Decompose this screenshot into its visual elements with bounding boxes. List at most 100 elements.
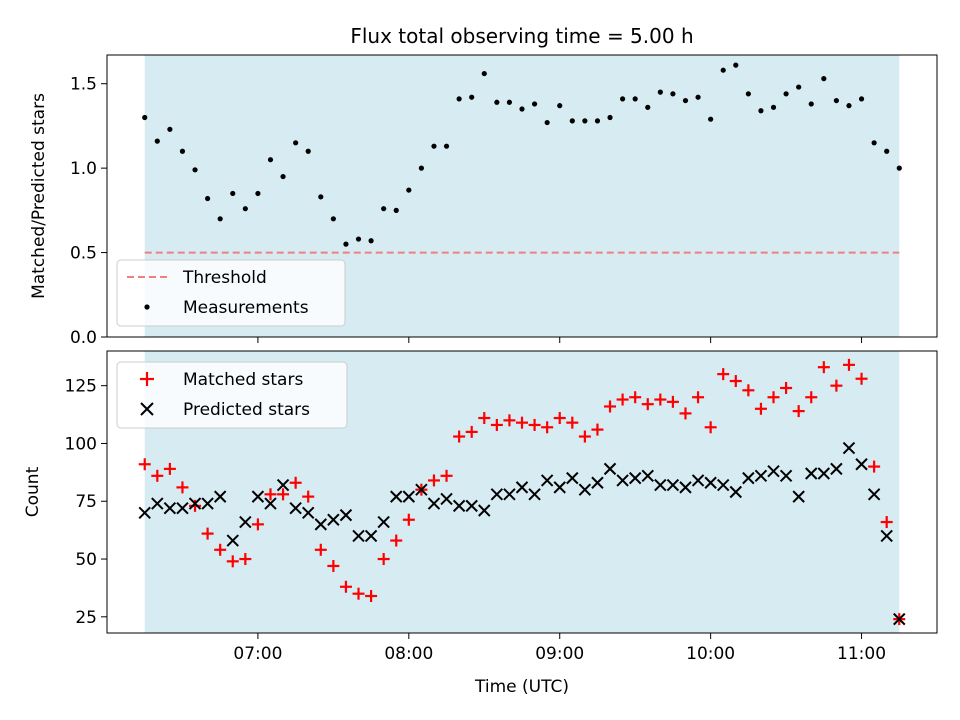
predicted-star-point: [339, 508, 353, 522]
measurement-point: [368, 238, 374, 244]
bottom-plot-frame: [106, 350, 938, 634]
predicted-star-point: [138, 506, 151, 520]
x-tick-label: 09:00: [535, 644, 584, 664]
measurement-point: [280, 173, 286, 180]
measurement-point: [418, 165, 424, 171]
predicted-star-point: [666, 478, 680, 492]
predicted-star-point: [490, 488, 504, 501]
predicted-star-point: [452, 499, 466, 513]
predicted-star-point: [377, 515, 390, 529]
matched-star-point: [239, 553, 252, 566]
matched-star-point: [528, 418, 541, 431]
predicted-star-point: [478, 504, 491, 517]
measurement-point: [645, 104, 651, 110]
predicted-star-point: [163, 501, 177, 515]
predicted-legend-swatch: [140, 402, 154, 416]
predicted-star-point: [415, 483, 428, 496]
matched-star-point: [465, 425, 478, 438]
predicted-star-point: [390, 490, 403, 503]
predicted-star-point: [754, 469, 768, 483]
matched-star-point: [654, 393, 667, 406]
predicted-star-point: [201, 497, 214, 510]
bottom-legend: Matched stars Predicted stars: [116, 361, 348, 429]
measurement-point: [544, 119, 550, 126]
bottom-legend-box: [116, 361, 348, 429]
matched-star-point: [490, 418, 503, 431]
matched-star-point: [377, 553, 390, 566]
predicted-star-point: [691, 474, 705, 487]
top-panel: 0.0 0.5 1.0 1.5 Flux total observing time =…: [29, 24, 938, 348]
measurement-point: [330, 216, 336, 222]
predicted-legend-label: Predicted stars: [183, 400, 310, 420]
measurement-point: [783, 91, 789, 97]
matched-star-point: [478, 412, 491, 425]
bottom-x-axis-ticks: 07:00 08:00 09:00 10:00 11:00: [233, 633, 886, 664]
predicted-star-point: [226, 534, 239, 547]
predicted-star-point: [779, 469, 793, 483]
measurement-point: [381, 206, 387, 212]
matched-star-point: [780, 381, 793, 394]
measurement-point: [884, 148, 890, 154]
predicted-star-point: [276, 478, 290, 492]
matched-star-point: [440, 469, 453, 482]
predicted-star-point: [213, 490, 227, 503]
measurement-point: [594, 118, 601, 124]
predicted-star-point: [515, 481, 529, 494]
predicted-star-point: [364, 529, 378, 543]
measurement-point: [858, 96, 865, 102]
matched-star-point: [251, 518, 264, 531]
matched-star-point: [717, 368, 730, 381]
matched-star-point: [151, 469, 164, 482]
predicted-star-point: [893, 612, 906, 626]
matched-star-point: [226, 555, 239, 568]
measurement-point: [343, 241, 349, 247]
predicted-star-point: [176, 501, 189, 515]
matched-star-point: [289, 476, 302, 489]
bottom-y-axis-label: Count: [23, 466, 43, 517]
predicted-star-point: [151, 497, 164, 510]
x-tick-label: 11:00: [837, 644, 886, 664]
predicted-star-point: [440, 492, 453, 506]
predicted-star-point: [503, 488, 516, 501]
predicted-star-point: [427, 497, 441, 510]
measurement-point: [167, 126, 173, 132]
predicted-star-point: [327, 513, 340, 526]
matched-star-point: [553, 412, 566, 425]
measurement-point: [720, 67, 726, 73]
predicted-star-point: [679, 481, 692, 494]
matched-star-point: [805, 391, 818, 404]
matched-star-point: [277, 488, 290, 501]
measurement-point: [708, 116, 714, 122]
measurement-point: [481, 70, 487, 77]
measurement-point: [192, 167, 198, 173]
predicted-star-point: [264, 497, 277, 510]
matched-star-point: [729, 375, 742, 388]
measurement-point: [569, 118, 575, 124]
matched-star-point: [830, 379, 843, 392]
matched-star-point: [880, 516, 893, 529]
top-plot-frame: [106, 54, 938, 338]
measurement-point: [896, 165, 902, 171]
matched-star-point: [453, 430, 466, 443]
measurement-point: [305, 148, 311, 154]
matched-star-point: [352, 587, 365, 600]
matched-star-point: [516, 416, 528, 429]
measurements-legend-label: Measurements: [183, 298, 309, 318]
top-y-tick-label: 0.0: [70, 328, 97, 348]
matched-star-point: [163, 462, 176, 475]
matched-star-point: [641, 398, 654, 411]
matched-star-point: [767, 391, 780, 404]
matched-star-point: [365, 590, 378, 603]
bottom-y-tick-label: 125: [65, 377, 97, 397]
top-y-axis-ticks: 0.0 0.5 1.0 1.5: [70, 75, 107, 348]
top-y-tick-label: 1.5: [70, 75, 97, 95]
matched-star-point: [679, 407, 692, 420]
matched-star-point: [214, 543, 227, 556]
matched-star-point: [855, 372, 868, 385]
predicted-star-point: [628, 471, 642, 485]
predicted-star-point: [867, 488, 881, 501]
measurement-point: [796, 84, 802, 90]
measurement-point: [406, 187, 412, 193]
top-y-axis-label: Matched/Predicted stars: [29, 93, 49, 299]
measurement-point: [682, 97, 689, 104]
